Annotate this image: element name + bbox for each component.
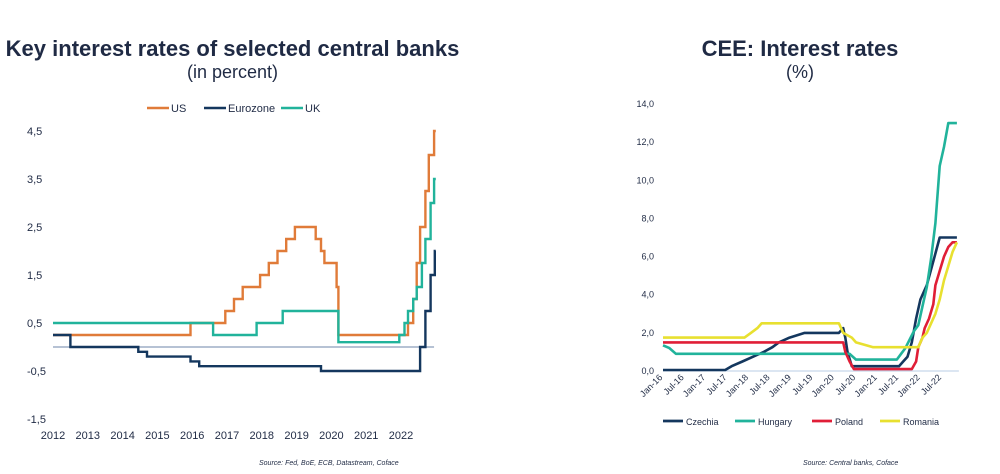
right-legend-label-hungary: Hungary <box>758 417 793 427</box>
left-x-tick-label: 2014 <box>110 430 134 442</box>
right-series-poland <box>663 241 957 371</box>
right-legend-label-romania: Romania <box>903 417 939 427</box>
right-x-tick-label: Jan-16 <box>638 372 665 399</box>
right-y-tick-label: 4,0 <box>641 290 654 300</box>
left-series-us <box>53 129 436 337</box>
right-y-tick-label: 0,0 <box>641 366 654 376</box>
left-x-tick-label: 2018 <box>250 430 274 442</box>
right-legend-label-poland: Poland <box>835 417 863 427</box>
left-x-tick-label: 2021 <box>354 430 378 442</box>
right-y-tick-label: 10,0 <box>636 175 654 185</box>
right-x-tick-label: Jan-22 <box>895 372 922 399</box>
left-y-tick-label: 2,5 <box>27 222 42 234</box>
right-x-tick-label: Jan-20 <box>809 372 836 399</box>
left-x-tick-label: 2022 <box>389 430 413 442</box>
left-legend-label-uk: UK <box>305 103 321 115</box>
right-x-tick-label: Jan-17 <box>681 372 708 399</box>
left-y-tick-label: 1,5 <box>27 270 42 282</box>
left-y-tick-label: -1,5 <box>27 414 46 426</box>
left-y-tick-label: 0,5 <box>27 318 42 330</box>
left-y-tick-label: -0,5 <box>27 366 46 378</box>
right-y-tick-label: 2,0 <box>641 328 654 338</box>
right-chart-title: CEE: Interest rates <box>701 36 899 61</box>
right-series-czechia <box>663 236 957 372</box>
left-x-tick-label: 2020 <box>319 430 343 442</box>
left-x-tick-label: 2019 <box>284 430 308 442</box>
left-x-tick-label: 2012 <box>41 430 65 442</box>
left-y-tick-label: 4,5 <box>27 126 42 138</box>
left-x-tick-label: 2016 <box>180 430 204 442</box>
right-series-romania <box>663 241 959 349</box>
left-chart-subtitle: (in percent) <box>186 62 279 82</box>
right-y-tick-label: 14,0 <box>636 99 654 109</box>
left-x-tick-label: 2017 <box>215 430 239 442</box>
right-x-tick-label: Jul-22 <box>919 372 943 396</box>
right-y-tick-label: 8,0 <box>641 213 654 223</box>
left-y-tick-label: 3,5 <box>27 174 42 186</box>
right-legend-label-czechia: Czechia <box>686 417 719 427</box>
left-chart-source: Source: Fed, BoE, ECB, Datastream, Cofac… <box>259 460 399 467</box>
right-x-tick-label: Jan-19 <box>767 372 794 399</box>
left-x-tick-label: 2015 <box>145 430 169 442</box>
right-chart-source: Source: Central banks, Coface <box>803 460 899 467</box>
right-y-tick-label: 6,0 <box>641 252 654 262</box>
left-chart-title: Key interest rates of selected central b… <box>5 36 460 61</box>
left-series-uk <box>53 177 436 344</box>
left-legend-label-eurozone: Eurozone <box>228 103 275 115</box>
right-chart-subtitle: (%) <box>786 62 814 82</box>
right-x-tick-label: Jan-18 <box>724 372 751 399</box>
left-x-tick-label: 2013 <box>76 430 100 442</box>
right-x-tick-label: Jan-21 <box>852 372 879 399</box>
right-y-tick-label: 12,0 <box>636 137 654 147</box>
right-series-hungary <box>662 121 957 361</box>
left-series-eurozone <box>53 249 436 373</box>
left-legend-label-us: US <box>171 103 186 115</box>
